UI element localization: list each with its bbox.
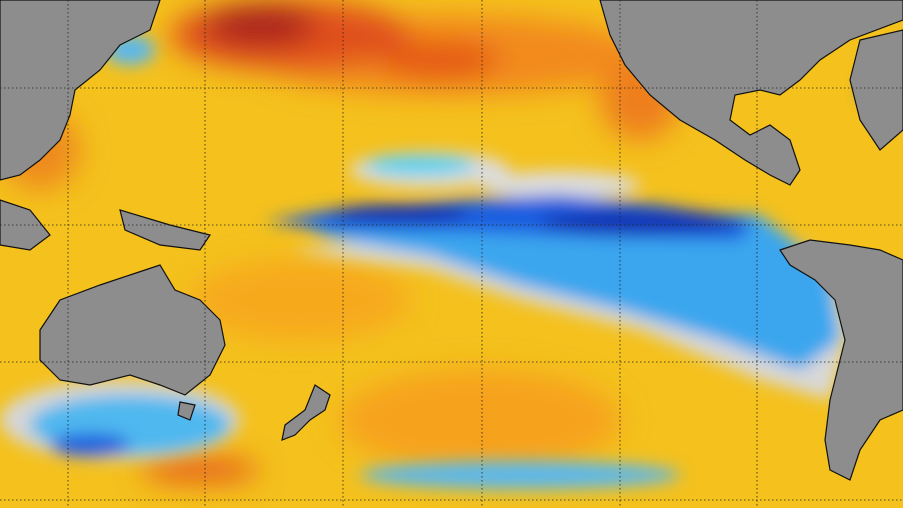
cold-core — [540, 210, 740, 234]
warm-patch — [140, 458, 260, 482]
warm-patch — [190, 260, 410, 340]
cool-region — [300, 205, 840, 370]
land — [0, 0, 903, 481]
warm-patch — [380, 42, 500, 78]
new-zealand — [281, 384, 331, 441]
north-america-east — [849, 29, 903, 151]
cool-patch — [50, 433, 130, 457]
north-america — [599, 0, 903, 186]
warm-patch — [205, 5, 315, 45]
new-guinea — [119, 209, 211, 251]
cool-patch — [360, 461, 680, 489]
tasmania — [177, 401, 196, 421]
asia — [0, 0, 161, 181]
south-america — [779, 239, 903, 481]
warm-patch — [340, 370, 620, 470]
cool-patch — [365, 155, 475, 175]
neutral-patch — [480, 171, 640, 199]
cold-core — [330, 204, 470, 224]
australia — [39, 264, 226, 396]
cool-anomalies — [0, 35, 898, 489]
